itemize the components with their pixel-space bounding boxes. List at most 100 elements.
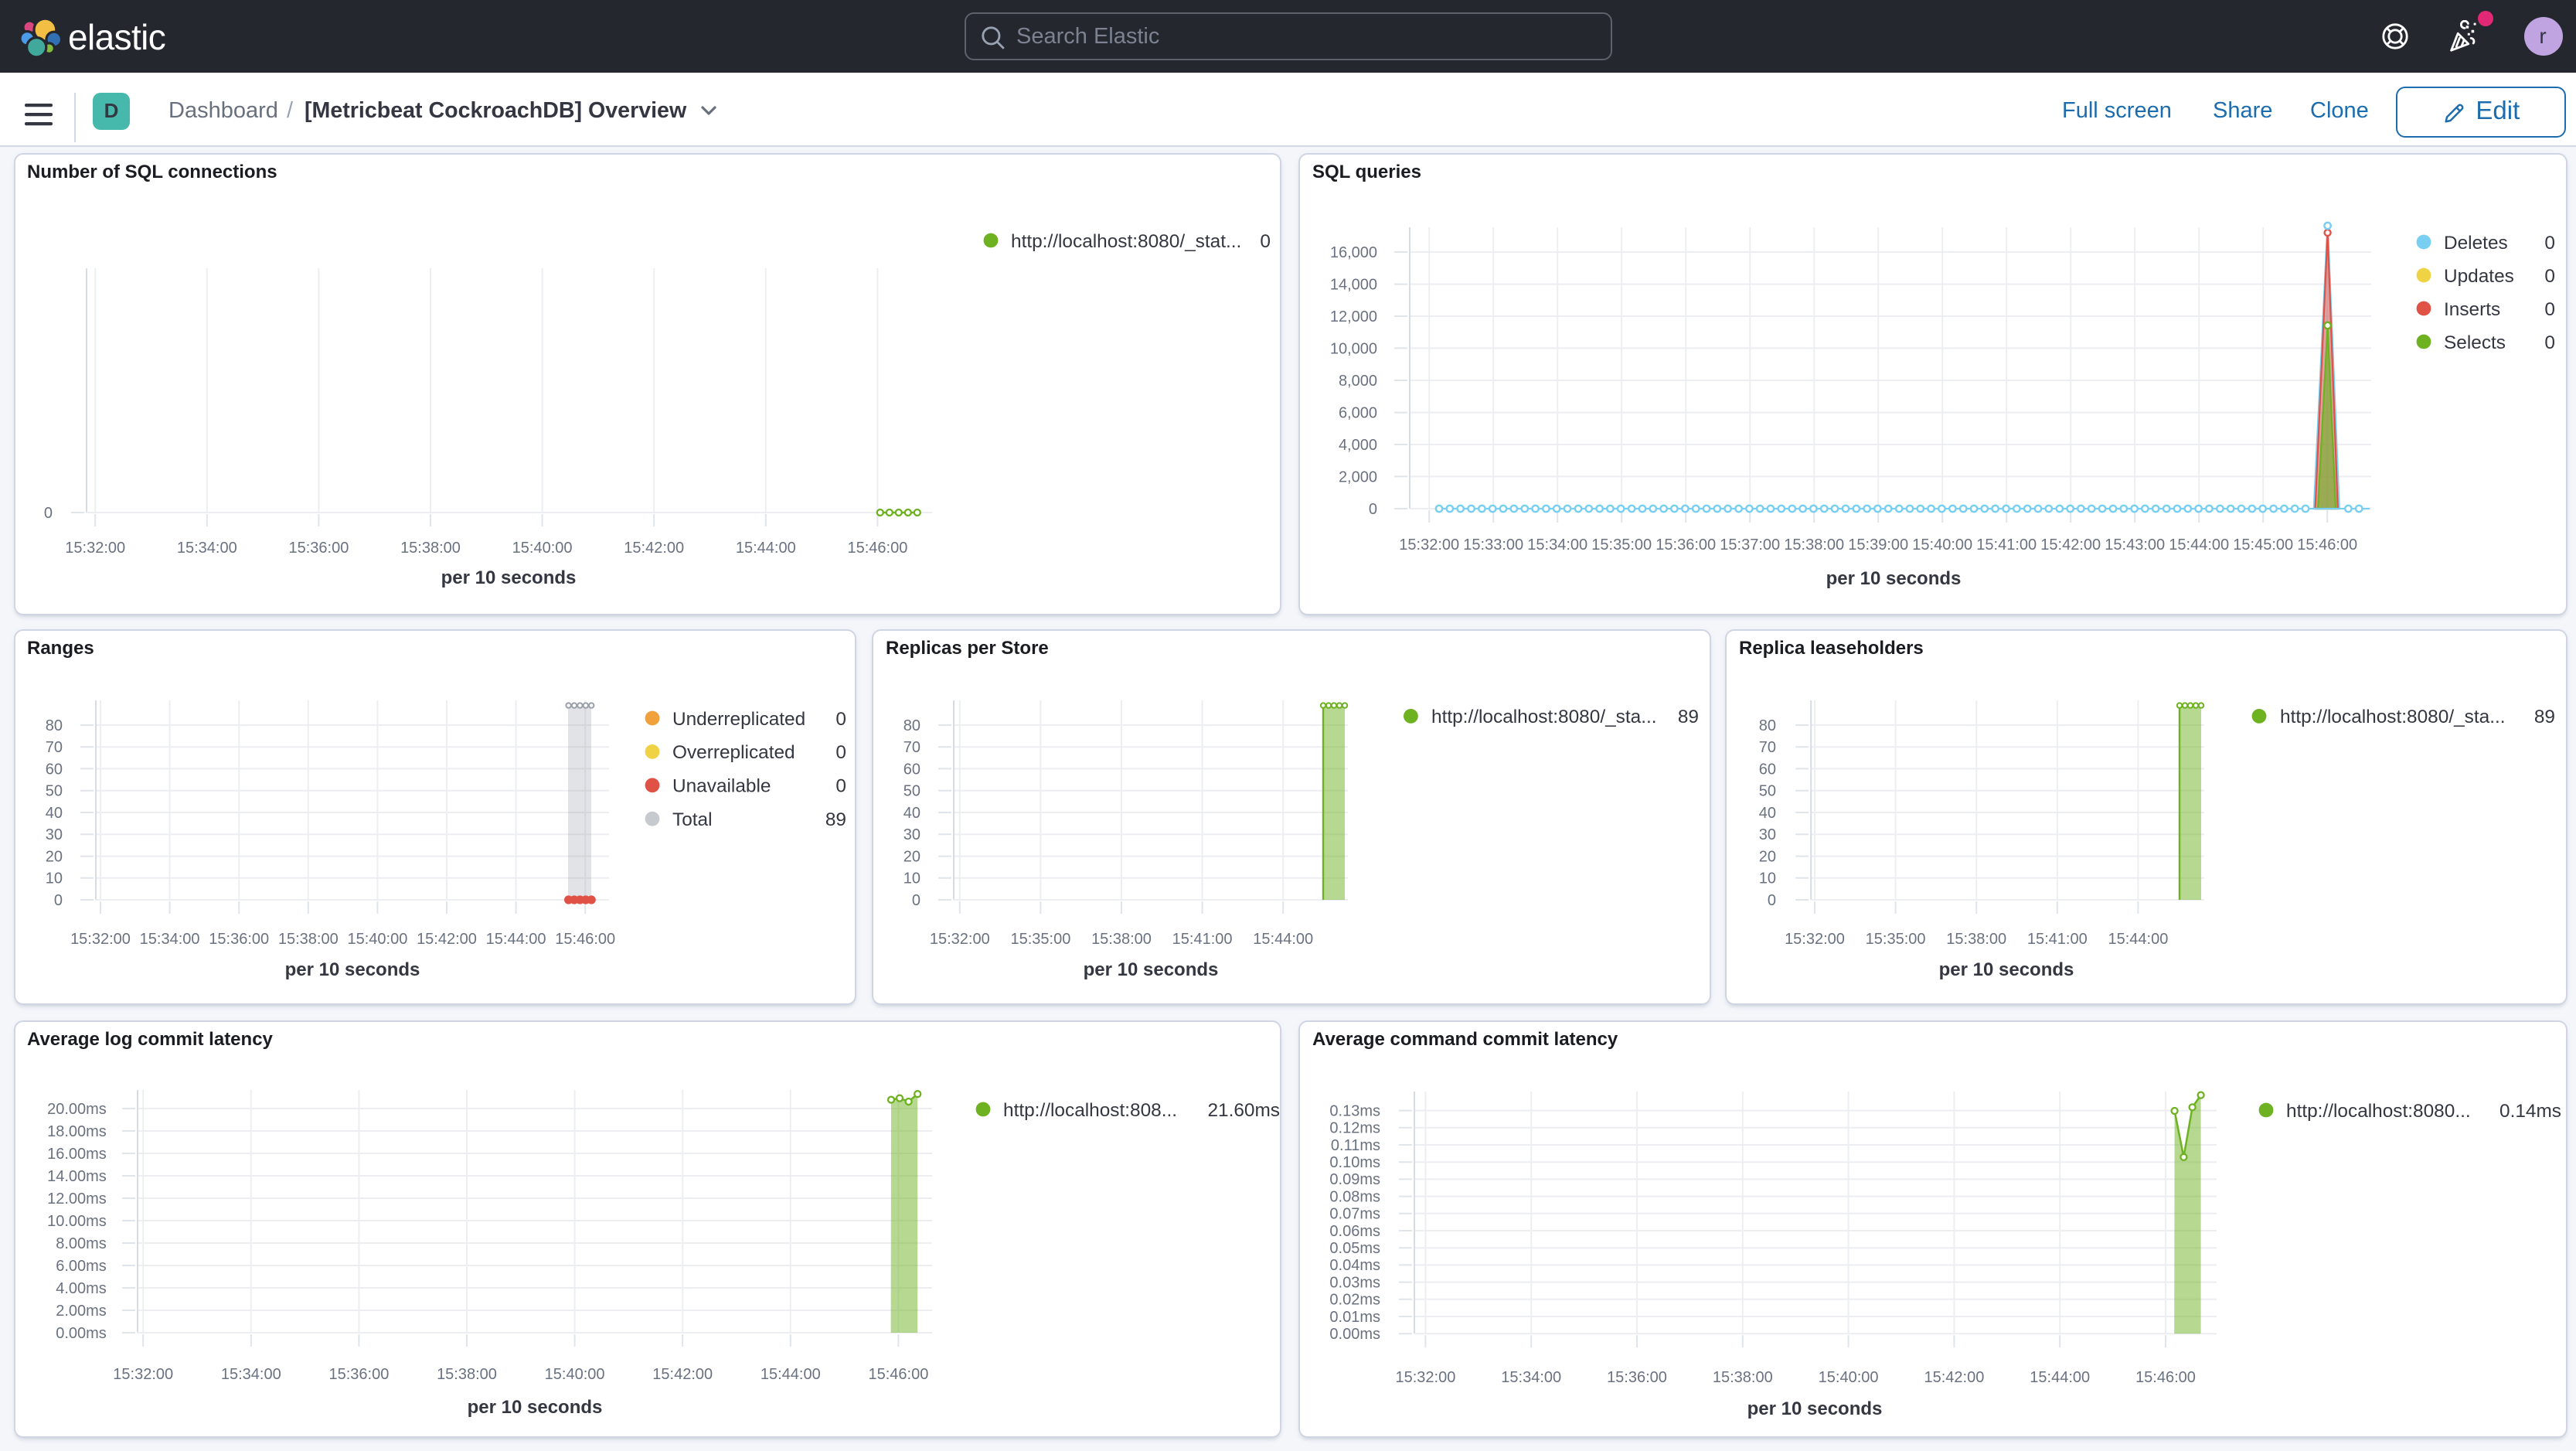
svg-text:40: 40 [45,804,62,821]
svg-text:15:41:00: 15:41:00 [1976,536,2037,553]
svg-text:15:44:00: 15:44:00 [735,540,795,557]
svg-text:per 10 seconds: per 10 seconds [467,1396,602,1417]
svg-text:15:38:00: 15:38:00 [277,930,338,947]
svg-text:60: 60 [903,760,920,777]
svg-text:0: 0 [912,891,920,908]
svg-text:20: 20 [903,847,920,864]
svg-text:http://localhost:8080/_stat...: http://localhost:8080/_stat... [1010,231,1240,252]
svg-text:0: 0 [2544,233,2555,254]
svg-text:15:44:00: 15:44:00 [2030,1368,2090,1385]
svg-text:50: 50 [1759,782,1776,799]
svg-text:16,000: 16,000 [1330,244,1377,261]
svg-text:0: 0 [1768,891,1776,908]
svg-text:15:36:00: 15:36:00 [288,540,348,557]
svg-text:Selects: Selects [2444,332,2506,353]
svg-text:15:40:00: 15:40:00 [1819,1368,1879,1385]
svg-text:0: 0 [835,708,846,729]
svg-text:15:36:00: 15:36:00 [328,1365,388,1382]
svg-text:14.00ms: 14.00ms [46,1167,106,1184]
svg-text:15:35:00: 15:35:00 [1010,930,1070,947]
svg-text:15:32:00: 15:32:00 [112,1365,172,1382]
svg-text:8,000: 8,000 [1339,373,1377,390]
svg-text:15:46:00: 15:46:00 [2135,1368,2196,1385]
svg-text:15:40:00: 15:40:00 [512,540,572,557]
svg-text:0.11ms: 0.11ms [1331,1136,1380,1153]
svg-text:12.00ms: 12.00ms [46,1190,106,1207]
svg-text:15:41:00: 15:41:00 [2027,930,2088,947]
svg-text:0.10ms: 0.10ms [1329,1153,1380,1170]
svg-text:http://localhost:808...: http://localhost:808... [1002,1099,1176,1120]
svg-text:15:34:00: 15:34:00 [139,930,199,947]
svg-text:2.00ms: 2.00ms [55,1302,106,1319]
svg-text:0: 0 [835,741,846,762]
svg-text:15:44:00: 15:44:00 [760,1365,820,1382]
svg-text:15:32:00: 15:32:00 [70,930,130,947]
svg-text:15:39:00: 15:39:00 [1848,536,1908,553]
svg-text:80: 80 [1759,717,1776,734]
svg-text:15:40:00: 15:40:00 [1912,536,1972,553]
svg-text:15:38:00: 15:38:00 [1784,536,1844,553]
svg-text:10.00ms: 10.00ms [46,1212,106,1229]
svg-text:http://localhost:8080/_sta...: http://localhost:8080/_sta... [2280,706,2506,727]
svg-text:0.06ms: 0.06ms [1329,1222,1380,1239]
svg-text:15:38:00: 15:38:00 [1713,1368,1773,1385]
svg-text:15:38:00: 15:38:00 [1946,930,2006,947]
svg-text:http://localhost:8080/_sta...: http://localhost:8080/_sta... [1431,706,1657,727]
svg-text:8.00ms: 8.00ms [55,1235,106,1252]
svg-text:0.12ms: 0.12ms [1329,1119,1380,1136]
svg-text:6,000: 6,000 [1339,404,1377,421]
svg-text:21.60ms: 21.60ms [1206,1099,1279,1120]
svg-text:0: 0 [1259,231,1270,252]
svg-text:Unavailable: Unavailable [672,775,770,796]
svg-text:15:35:00: 15:35:00 [1591,536,1652,553]
svg-text:Inserts: Inserts [2444,299,2500,320]
svg-text:50: 50 [45,782,62,799]
svg-text:15:34:00: 15:34:00 [220,1365,281,1382]
svg-text:6.00ms: 6.00ms [55,1257,106,1274]
svg-text:Underreplicated: Underreplicated [672,708,805,729]
svg-text:Total: Total [672,809,712,829]
svg-text:50: 50 [903,782,920,799]
svg-text:70: 70 [1759,738,1776,755]
svg-text:89: 89 [825,809,846,829]
svg-text:0.08ms: 0.08ms [1329,1187,1380,1204]
svg-text:0: 0 [1369,501,1377,518]
svg-text:15:46:00: 15:46:00 [554,930,614,947]
svg-text:10: 10 [1759,870,1776,887]
svg-text:0.03ms: 0.03ms [1329,1273,1380,1290]
svg-text:20: 20 [1759,847,1776,864]
svg-text:0: 0 [2544,266,2555,287]
svg-text:0: 0 [835,775,846,796]
svg-text:per 10 seconds: per 10 seconds [1747,1398,1883,1419]
svg-text:30: 30 [903,826,920,843]
svg-text:0: 0 [43,505,52,522]
svg-text:Overreplicated: Overreplicated [672,741,795,762]
svg-text:15:46:00: 15:46:00 [846,540,907,557]
svg-text:70: 70 [903,738,920,755]
svg-text:10,000: 10,000 [1330,340,1377,357]
svg-text:15:40:00: 15:40:00 [346,930,407,947]
svg-text:30: 30 [45,826,62,843]
svg-text:89: 89 [2534,706,2555,727]
svg-text:15:42:00: 15:42:00 [652,1365,712,1382]
svg-text:15:38:00: 15:38:00 [1091,930,1152,947]
svg-text:10: 10 [45,870,62,887]
svg-text:15:32:00: 15:32:00 [1395,1368,1455,1385]
svg-text:15:46:00: 15:46:00 [867,1365,927,1382]
svg-text:15:38:00: 15:38:00 [436,1365,496,1382]
svg-text:15:40:00: 15:40:00 [544,1365,604,1382]
svg-text:15:34:00: 15:34:00 [1527,536,1587,553]
svg-text:15:42:00: 15:42:00 [1924,1368,1984,1385]
svg-text:0: 0 [2544,299,2555,320]
svg-text:20.00ms: 20.00ms [46,1100,106,1117]
svg-text:0.02ms: 0.02ms [1329,1291,1380,1308]
svg-text:0.14ms: 0.14ms [2499,1100,2561,1121]
svg-text:80: 80 [45,717,62,734]
svg-text:per 10 seconds: per 10 seconds [1084,959,1219,979]
svg-text:15:42:00: 15:42:00 [416,930,476,947]
svg-text:15:36:00: 15:36:00 [208,930,268,947]
svg-text:15:36:00: 15:36:00 [1607,1368,1667,1385]
svg-text:30: 30 [1759,826,1776,843]
svg-text:per 10 seconds: per 10 seconds [1826,568,1962,589]
svg-text:per 10 seconds: per 10 seconds [1939,959,2074,979]
